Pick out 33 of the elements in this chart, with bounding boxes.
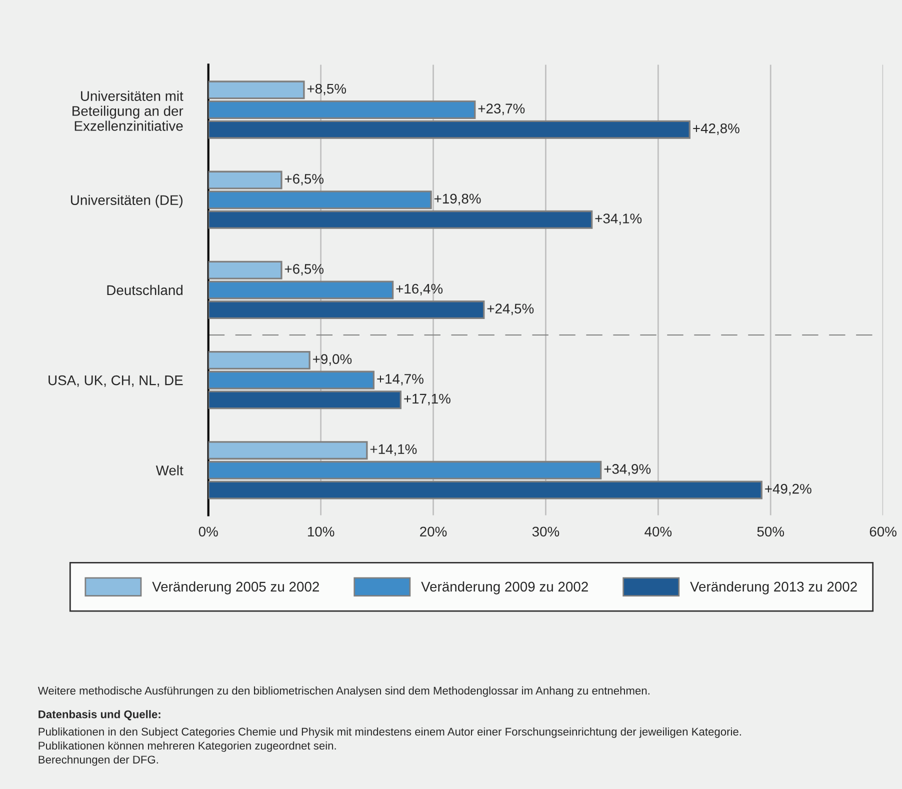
data-label: +14,1%	[370, 444, 417, 456]
data-label: +17,1%	[404, 394, 450, 406]
data-label: +9,0%	[313, 354, 352, 366]
y-tick-label: Universitäten mit Beteiligung an der Exzellenzinitiative	[72, 90, 184, 131]
data-label: +49,2%	[765, 484, 812, 496]
x-tick-label: 60%	[870, 526, 896, 537]
text: Weitere methodische Ausführungen zu den bibliometrischen Analysen sind dem Methodenglossar im Anhang zu entnehmen.	[38, 686, 650, 697]
x-tick-label: 0%	[198, 526, 218, 537]
legend-label: Veränderung 2009 zu 2002	[421, 581, 588, 594]
legend-label: Veränderung 2005 zu 2002	[152, 581, 319, 594]
y-tick-label: USA, UK, CH, NL, DE	[48, 375, 183, 387]
text: Datenbasis und Quelle:	[38, 710, 160, 720]
data-label: +6,5%	[284, 264, 324, 276]
y-tick-label: Universitäten (DE)	[70, 194, 183, 208]
data-label: +34,1%	[595, 214, 642, 226]
data-label: +8,5%	[307, 84, 346, 96]
data-label: +42,8%	[693, 123, 740, 135]
y-tick-label: Welt	[156, 465, 184, 476]
data-label: +6,5%	[284, 174, 324, 186]
data-label: +19,8%	[434, 194, 481, 206]
x-tick-label: 40%	[644, 526, 672, 537]
y-tick-label: Deutschland	[107, 284, 182, 296]
data-label: +23,7%	[478, 104, 525, 116]
x-tick-label: 10%	[308, 526, 334, 537]
text: Publikationen in den Subject Categories Chemie und Physik mit mindestens einem Autor einer Forschungseinrichtung der jeweiligen Kategorie. Publikationen können mehreren Kategorien zugeordnet sein. Berechnungen der DFG.	[38, 727, 741, 766]
x-tick-label: 50%	[757, 526, 784, 537]
data-label: +16,4%	[396, 284, 443, 296]
data-label: +24,5%	[487, 304, 534, 316]
legend-label: Veränderung 2013 zu 2002	[690, 581, 857, 594]
data-label: +14,7%	[377, 374, 424, 386]
x-tick-label: 30%	[532, 526, 560, 537]
data-label: +34,9%	[604, 464, 651, 476]
x-tick-label: 20%	[420, 526, 447, 537]
